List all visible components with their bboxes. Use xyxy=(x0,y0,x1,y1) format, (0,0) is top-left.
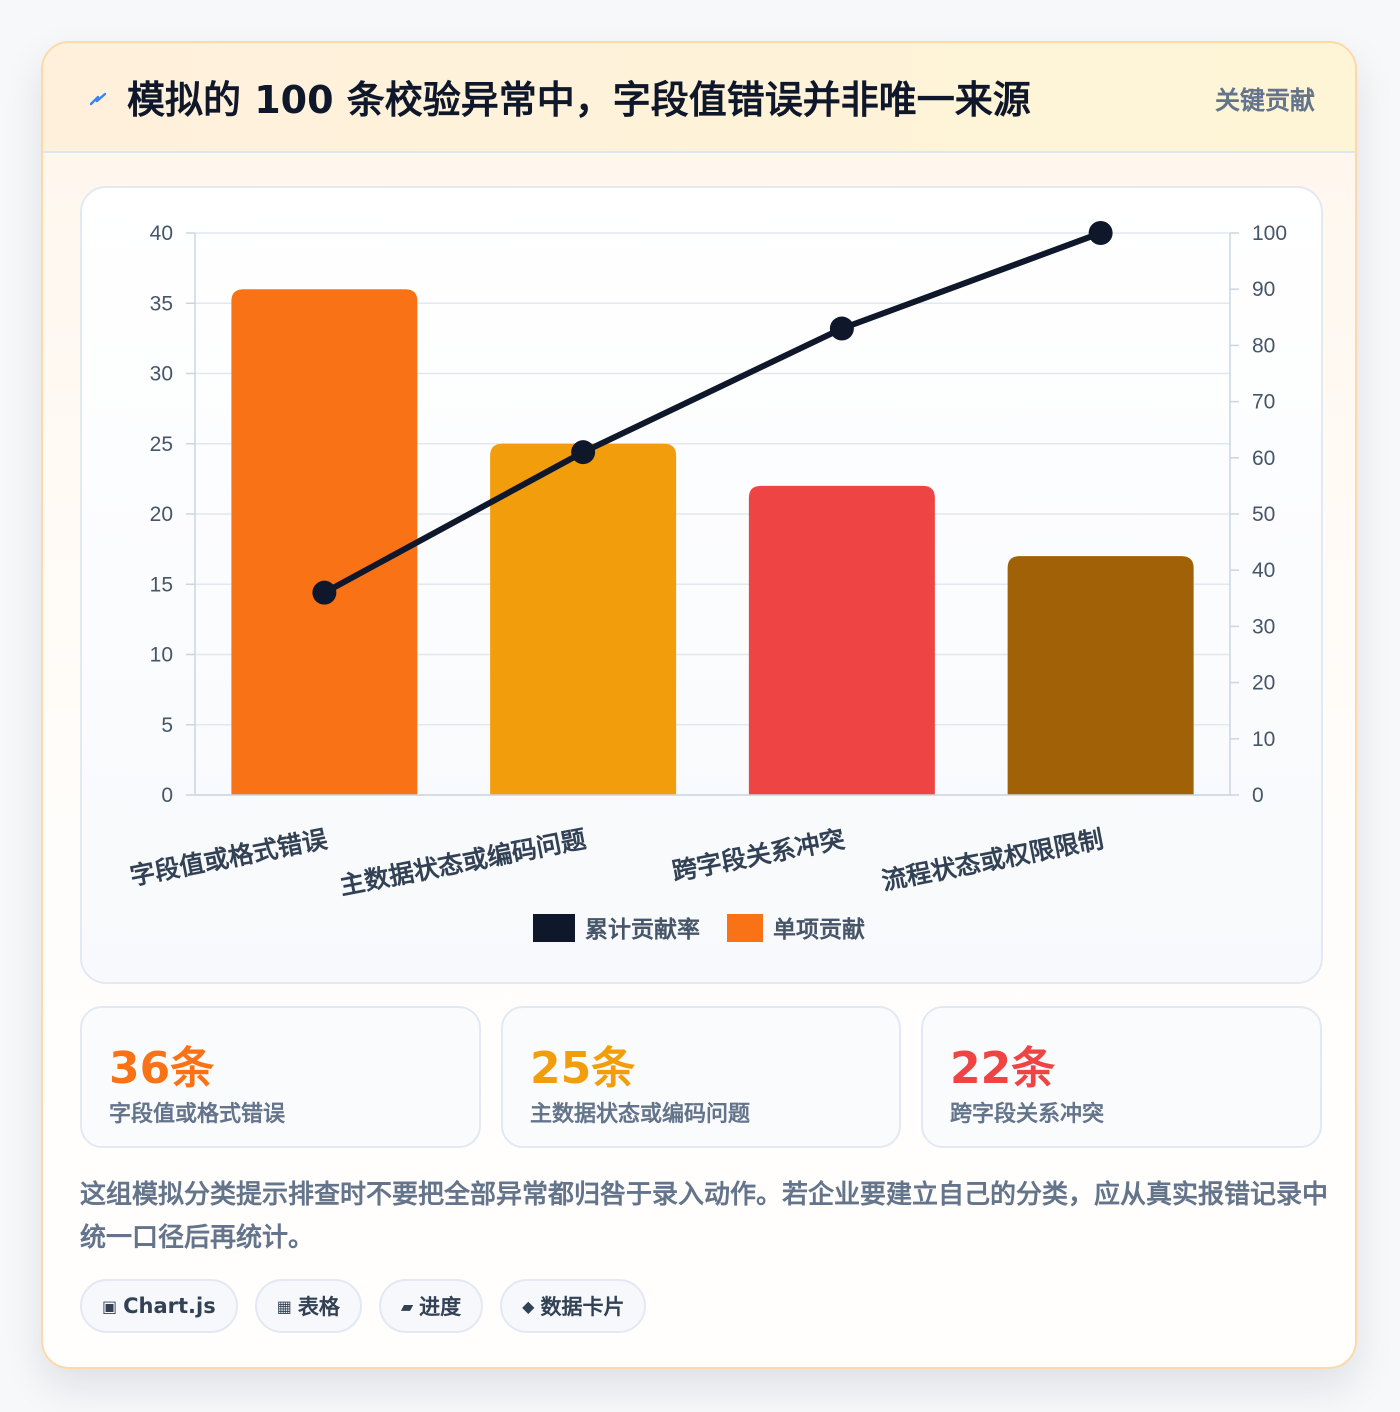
bar xyxy=(1007,556,1194,795)
legend-label: 单项贡献 xyxy=(773,916,865,942)
tag-data-card[interactable]: ◆ 数据卡片 xyxy=(500,1279,647,1333)
y2-tick-label: 80 xyxy=(1252,334,1275,357)
bar xyxy=(748,485,935,795)
stat-card-2: 25条 主数据状态或编码问题 xyxy=(501,1006,901,1148)
stat-label: 跨字段关系冲突 xyxy=(950,1102,1105,1127)
y-tick-label: 10 xyxy=(150,644,173,667)
summary-note: 这组模拟分类提示排查时不要把全部异常都归咎于录入动作。若企业要建立自己的分类，应… xyxy=(80,1180,1329,1253)
y2-tick-label: 60 xyxy=(1252,447,1275,470)
y2-tick-label: 70 xyxy=(1252,391,1275,414)
insight-card: 模拟的 100 条校验异常中，字段值错误并非唯一来源 关键贡献 0 5 10 15 20… xyxy=(41,41,1357,1369)
x-tick-label: 跨字段关系冲突 xyxy=(670,824,847,886)
cumulative-point xyxy=(1088,221,1113,245)
tag-label: 进度 xyxy=(419,1295,462,1319)
x-tick-label: 字段值或格式错误 xyxy=(128,824,331,891)
y-tick-label: 0 xyxy=(161,784,173,807)
tag-chartjs[interactable]: ▣ Chart.js xyxy=(80,1279,238,1333)
card-header: 模拟的 100 条校验异常中，字段值错误并非唯一来源 关键贡献 xyxy=(43,43,1355,153)
y-tick-label: 25 xyxy=(150,433,173,456)
tag-table[interactable]: ▦ 表格 xyxy=(254,1279,362,1333)
y2-tick-label: 100 xyxy=(1252,222,1287,245)
y-tick-label: 5 xyxy=(161,714,173,737)
lightning-icon xyxy=(89,92,107,106)
stat-label: 主数据状态或编码问题 xyxy=(530,1102,751,1127)
y-tick-label: 20 xyxy=(150,503,173,526)
chart-icon: ▣ xyxy=(102,1296,118,1316)
stat-label: 字段值或格式错误 xyxy=(109,1102,286,1127)
tag-label: 表格 xyxy=(297,1295,340,1319)
stat-value: 25条 xyxy=(530,1043,636,1094)
legend-label: 累计贡献率 xyxy=(585,916,700,942)
y2-tick-label: 50 xyxy=(1252,503,1275,526)
tag-label: 数据卡片 xyxy=(540,1295,625,1319)
y-tick-label: 35 xyxy=(150,292,173,315)
y-tick-label: 30 xyxy=(150,363,173,386)
bar xyxy=(231,289,418,795)
y2-tick-label: 90 xyxy=(1252,278,1275,301)
y2-tick-label: 30 xyxy=(1252,615,1275,638)
stat-value: 22条 xyxy=(950,1043,1056,1094)
y-tick-label: 40 xyxy=(150,222,173,245)
stat-card-1: 36条 字段值或格式错误 xyxy=(80,1006,481,1148)
stat-value: 36条 xyxy=(109,1043,215,1094)
progress-icon: ▰ xyxy=(400,1296,414,1316)
tag-progress[interactable]: ▰ 进度 xyxy=(378,1279,484,1333)
stat-card-3: 22条 跨字段关系冲突 xyxy=(921,1006,1322,1148)
legend-swatch xyxy=(727,914,763,942)
bar xyxy=(490,443,677,795)
y2-tick-label: 0 xyxy=(1252,784,1264,807)
cumulative-point xyxy=(571,440,596,465)
pareto-chart-panel: 0 5 10 15 20 25 30 35 40 0 10 20 30 40 50 60 70 80 90 100 字段… xyxy=(80,186,1323,984)
card-icon: ◆ xyxy=(522,1296,535,1316)
key-contribution-badge: 关键贡献 xyxy=(1214,86,1315,115)
cumulative-line xyxy=(322,230,1102,596)
y2-tick-label: 20 xyxy=(1252,672,1275,695)
cumulative-point xyxy=(829,316,854,341)
tag-list: ▣ Chart.js ▦ 表格 ▰ 进度 ◆ 数据卡片 xyxy=(80,1279,647,1333)
cumulative-point xyxy=(312,580,337,605)
y2-tick-label: 10 xyxy=(1252,728,1275,751)
x-tick-label: 流程状态或权限限制 xyxy=(880,825,1106,895)
table-icon: ▦ xyxy=(276,1296,292,1316)
tag-label: Chart.js xyxy=(123,1294,216,1318)
x-tick-label: 主数据状态或编码问题 xyxy=(337,824,588,900)
legend-swatch xyxy=(533,914,575,942)
card-title: 模拟的 100 条校验异常中，字段值错误并非唯一来源 xyxy=(127,78,1031,122)
pareto-chart: 0 5 10 15 20 25 30 35 40 0 10 20 30 40 50 60 70 80 90 100 字段… xyxy=(128,221,1287,942)
y-tick-label: 15 xyxy=(150,573,173,596)
y2-tick-label: 40 xyxy=(1252,559,1275,582)
